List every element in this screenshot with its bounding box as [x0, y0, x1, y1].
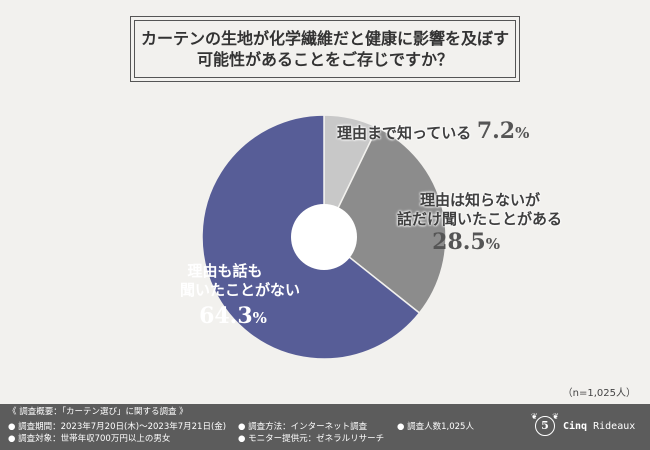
slice-label-1-value: 28.5% [372, 229, 562, 255]
slice-label-1: 理由は知らないが 話だけ聞いたことがある 28.5% [372, 191, 562, 255]
survey-monitor: ● モニター提供元：ゼネラルリサーチ [238, 434, 385, 444]
slice-unit-1: % [485, 235, 500, 253]
slice-unit-2: % [252, 309, 267, 327]
slice-unit-0: % [515, 124, 530, 142]
brand-name-part2: Rideaux [593, 421, 636, 432]
slice-label-0: 理由まで知っている 7.2% [337, 118, 529, 144]
sample-size-note: （n=1,025人） [562, 388, 636, 399]
survey-target: ● 調査対象：世帯年収700万円以上の男女 [8, 434, 171, 444]
slice-label-2-line2: 聞いたことがない [179, 281, 300, 299]
slice-value-2: 64.3 [199, 303, 253, 329]
slice-label-2: 理由も話も 聞いたことがない 64.3% [165, 262, 315, 329]
survey-period: ● 調査期間：2023年7月20日(木)～2023年7月21日(金) [8, 422, 227, 432]
slice-value-1: 28.5 [432, 229, 486, 255]
brand-name: Cinq Rideaux [563, 421, 635, 432]
footer: 《 調査概要：「カーテン選び」に関する調査 》 ● 調査期間：2023年7月20… [0, 404, 650, 450]
slice-value-0: 7.2 [476, 118, 516, 144]
donut-hole [291, 204, 357, 270]
slice-label-2-line1: 理由も話も [187, 262, 263, 280]
slice-label-2-value: 64.3% [165, 303, 315, 329]
laurel-left-icon: ❦ [531, 412, 538, 421]
slice-label-0-text: 理由まで知っている [337, 124, 472, 142]
brand-name-part1: Cinq [563, 421, 588, 432]
brand-logo-mark: 5 [535, 416, 555, 436]
survey-method: ● 調査方法：インターネット調査 [238, 422, 368, 432]
brand-logo-icon: ❦ ❦ 5 [531, 410, 559, 442]
survey-heading: 《 調査概要：「カーテン選び」に関する調査 》 [8, 407, 188, 417]
survey-count: ● 調査人数1,025人 [397, 422, 474, 432]
laurel-right-icon: ❦ [552, 412, 559, 421]
title-box: カーテンの生地が化学繊維だと健康に影響を及ぼす 可能性があることをご存じですか？ [130, 16, 520, 82]
slice-label-1-line2: 話だけ聞いたことがある [396, 210, 562, 228]
slice-label-0-value: 7.2% [477, 118, 530, 144]
slice-label-1-line1: 理由は知らないが [419, 191, 540, 209]
slice-1 [323, 126, 447, 315]
